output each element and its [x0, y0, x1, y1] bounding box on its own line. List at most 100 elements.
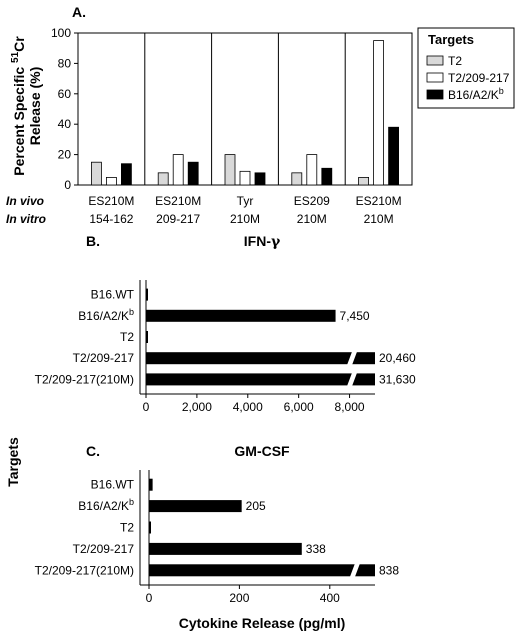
panel-a-ytick-label: 100	[51, 26, 71, 40]
legend-swatch	[426, 55, 444, 66]
panel-b-title-gamma: γ	[271, 234, 281, 250]
panel-a-bar	[254, 172, 266, 186]
x-tick-label: 0	[146, 591, 153, 605]
panel-a-bar	[321, 167, 333, 186]
bar	[146, 309, 336, 322]
panel-a-bar	[306, 154, 318, 186]
category-label-base: T2/209-217(210M)	[35, 563, 134, 577]
panel-a-ytick-label: 80	[58, 56, 72, 70]
category-label-base: T2/209-217(210M)	[35, 372, 134, 386]
value-label: 31,630	[379, 372, 416, 386]
panel-c-plot: 0 200 400 B16.WT B16/A2/Kb 205 T2 T2/209-217 338…	[35, 470, 399, 605]
bar	[149, 478, 153, 491]
bar	[146, 288, 148, 301]
panel-a-ylabel: Percent Specific 51Cr	[10, 36, 27, 176]
bar	[149, 542, 302, 555]
category-label-base: B16/A2/K	[78, 499, 129, 513]
x-tick-label: 400	[320, 591, 340, 605]
legend-item-label-base: B16/A2/K	[448, 88, 499, 102]
category-label-base: T2/209-217	[73, 542, 135, 556]
panel-a-ytick-label: 40	[58, 117, 72, 131]
category-label: B16.WT	[91, 288, 135, 302]
axis-break-mark	[346, 371, 358, 388]
bar	[146, 373, 375, 386]
category-label-base: B16/A2/K	[78, 309, 129, 323]
bar	[149, 500, 242, 513]
panel-b-label: B.	[86, 233, 100, 249]
panel-a-in-vitro-label: 154-162	[89, 212, 133, 226]
panel-a-bar	[106, 176, 117, 186]
panel-a-plot: 0 20 40 60 80 100 ES210M 154-162 ES210M 209-217 Ty…	[51, 26, 413, 226]
category-label-base: B16.WT	[91, 288, 135, 302]
panel-a-ylabel-sup: 51	[10, 51, 21, 63]
legend-frame	[417, 27, 515, 109]
panel-a-bar	[91, 161, 102, 186]
category-label: B16/A2/Kb	[78, 307, 134, 323]
panel-a-bar	[358, 176, 370, 186]
category-label: T2/209-217	[73, 542, 135, 556]
in-vitro-row-label: In vitro	[6, 212, 46, 226]
panel-a-ylabel-after: Cr	[11, 36, 27, 52]
value-label: 338	[306, 542, 326, 556]
panel-b-title-base: IFN-	[244, 233, 272, 249]
x-tick-label: 8,000	[335, 400, 365, 414]
panel-b-plot: 0 2,000 4,000 6,000 8,000 B16.WT B16/A2/Kb 7,45…	[35, 280, 416, 414]
bar	[146, 352, 375, 365]
panel-a-ytick-label: 20	[58, 148, 72, 162]
legend-item-label-base: T2/209-217	[448, 71, 510, 85]
legend-swatch	[426, 72, 444, 83]
category-label: T2/209-217	[73, 351, 135, 365]
panel-a-in-vivo-label: Tyr	[237, 194, 254, 208]
category-label: T2/209-217(210M)	[35, 563, 134, 577]
panel-a-ylabel-line2: Release (%)	[27, 67, 43, 146]
panel-a-in-vivo-label: ES210M	[356, 194, 402, 208]
panel-a-frame	[77, 32, 413, 186]
x-tick-label: 6,000	[284, 400, 314, 414]
panel-a-in-vitro-label: 209-217	[156, 212, 200, 226]
panel-a-in-vitro-label: 210M	[297, 212, 327, 226]
panel-a-bar	[373, 40, 385, 186]
category-label-base: T2/209-217	[73, 351, 135, 365]
panel-a-bar	[224, 154, 236, 186]
legend-swatch	[426, 89, 444, 100]
panel-a-in-vitro-label: 210M	[230, 212, 260, 226]
panel-b-title: IFN-γ	[244, 233, 281, 250]
panel-a-in-vivo-label: ES210M	[88, 194, 134, 208]
legend-item-label-base: T2	[448, 54, 462, 68]
panel-a-in-vivo-label: ES210M	[155, 194, 201, 208]
bar	[149, 521, 151, 534]
panel-c-title: GM-CSF	[234, 443, 290, 459]
category-label-sup: b	[129, 307, 134, 317]
panel-a-bar	[291, 172, 303, 186]
bar	[146, 331, 148, 343]
axis-break-mark	[349, 562, 361, 579]
panel-a-ylabel-before: Percent Specific	[11, 63, 27, 176]
category-label-sup: b	[129, 497, 134, 507]
panel-a-bar	[172, 154, 184, 186]
x-tick-label: 2,000	[182, 400, 212, 414]
value-label: 20,460	[379, 351, 416, 365]
targets-ylabel: Targets	[5, 437, 21, 487]
panel-c-label: C.	[86, 443, 100, 459]
panel-a-in-vivo-label: ES209	[294, 194, 330, 208]
category-label-base: T2	[120, 330, 134, 344]
panel-a-ytick-label: 0	[64, 178, 71, 192]
panel-a-bar	[187, 161, 199, 186]
value-label: 7,450	[340, 309, 370, 323]
legend-item-label: B16/A2/Kb	[448, 86, 504, 102]
legend-item-label-sup: b	[499, 86, 504, 96]
value-label: 205	[246, 499, 266, 513]
category-label: B16.WT	[91, 478, 135, 492]
legend-title: Targets	[428, 32, 474, 47]
x-tick-label: 4,000	[233, 400, 263, 414]
value-label: 838	[379, 563, 399, 577]
panel-a-bar	[239, 170, 251, 186]
category-label: B16/A2/Kb	[78, 497, 134, 513]
panel-a-bar	[157, 172, 169, 186]
bar	[149, 564, 375, 577]
legend-item-label: T2/209-217	[448, 71, 510, 85]
cytokine-xlabel: Cytokine Release (pg/ml)	[179, 615, 346, 631]
panel-a-ytick-label: 60	[58, 87, 72, 101]
